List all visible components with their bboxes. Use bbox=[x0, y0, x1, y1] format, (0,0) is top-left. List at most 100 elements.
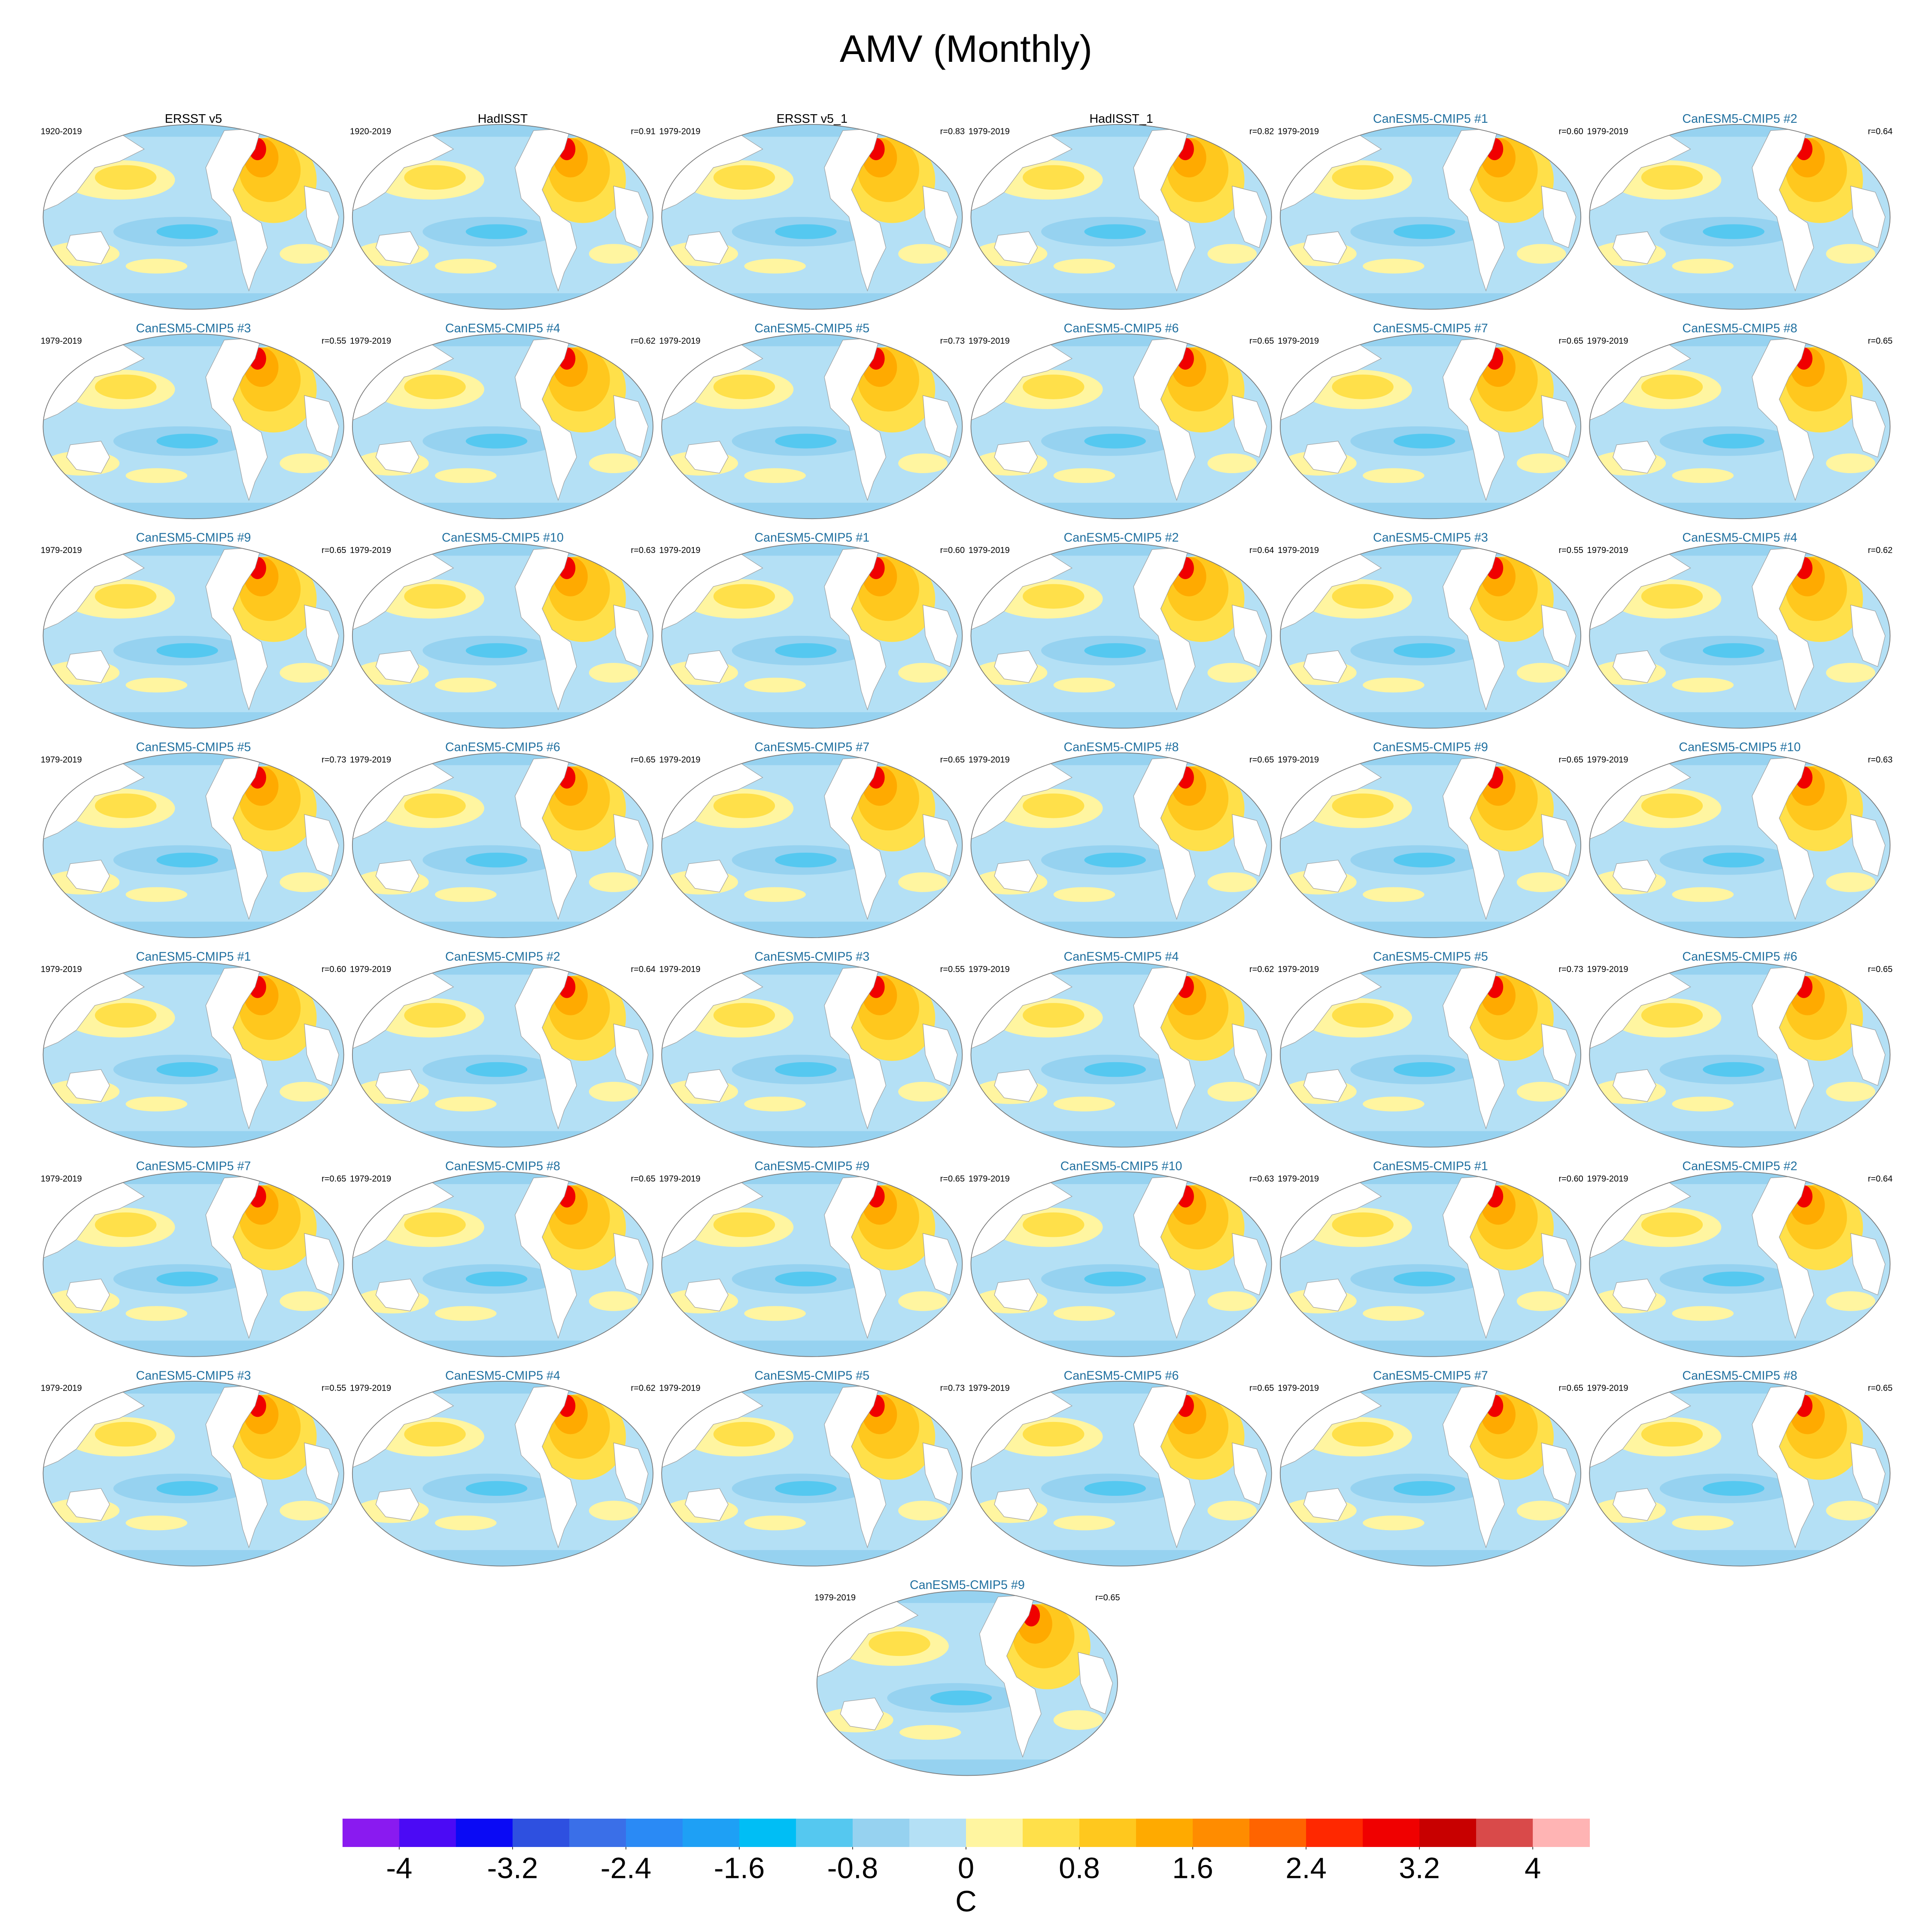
map bbox=[967, 121, 1272, 309]
panel: CanESM5-CMIP5 #5 1979-2019 r=0.73 bbox=[658, 322, 965, 519]
panel-title: CanESM5-CMIP5 #6 bbox=[1064, 322, 1179, 335]
panel-correlation: r=0.65 bbox=[1868, 336, 1893, 346]
map bbox=[813, 1587, 1118, 1775]
panel: CanESM5-CMIP5 #3 1979-2019 r=0.55 bbox=[1276, 531, 1583, 728]
panel: CanESM5-CMIP5 #2 1979-2019 r=0.64 bbox=[967, 531, 1274, 728]
panel: CanESM5-CMIP5 #9 1979-2019 r=0.65 bbox=[658, 1159, 965, 1356]
map bbox=[1276, 1378, 1581, 1566]
panel: ERSST v5 1920-2019 bbox=[39, 112, 344, 309]
map bbox=[39, 540, 344, 728]
panel-period: 1979-2019 bbox=[969, 755, 1010, 765]
panel-period: 1979-2019 bbox=[1278, 546, 1319, 555]
panel-period: 1979-2019 bbox=[350, 755, 391, 765]
panel: CanESM5-CMIP5 #2 1979-2019 r=0.64 bbox=[1586, 112, 1893, 309]
panel: ERSST v5_1 1979-2019 r=0.83 bbox=[658, 112, 965, 309]
panel-correlation: r=0.73 bbox=[940, 336, 965, 346]
map bbox=[349, 959, 653, 1147]
panel-correlation: r=0.65 bbox=[940, 755, 965, 765]
panel-correlation: r=0.65 bbox=[940, 1174, 965, 1184]
map bbox=[349, 1168, 653, 1357]
map bbox=[1586, 1168, 1890, 1357]
panel-period: 1979-2019 bbox=[969, 1174, 1010, 1184]
panel: CanESM5-CMIP5 #2 1979-2019 r=0.64 bbox=[349, 950, 656, 1147]
panel: CanESM5-CMIP5 #9 1979-2019 r=0.65 bbox=[39, 531, 346, 728]
map bbox=[1276, 1168, 1581, 1357]
map bbox=[349, 1378, 653, 1566]
colorbar-swatch bbox=[1023, 1818, 1080, 1847]
map bbox=[1276, 959, 1581, 1147]
panel-correlation: r=0.83 bbox=[940, 127, 965, 136]
map bbox=[39, 959, 344, 1147]
panel: CanESM5-CMIP5 #10 1979-2019 r=0.63 bbox=[967, 1159, 1274, 1356]
map bbox=[349, 330, 653, 519]
panel-period: 1979-2019 bbox=[659, 546, 700, 555]
panel: CanESM5-CMIP5 #10 1979-2019 r=0.63 bbox=[349, 531, 656, 728]
panel-title: CanESM5-CMIP5 #2 bbox=[445, 950, 560, 963]
colorbar-tick-label: 2.4 bbox=[1285, 1852, 1327, 1885]
panel-correlation: r=0.65 bbox=[1558, 336, 1583, 346]
map bbox=[1586, 1378, 1890, 1566]
panel-correlation: r=0.65 bbox=[1558, 755, 1583, 765]
panel-period: 1979-2019 bbox=[659, 336, 700, 346]
panel-title: CanESM5-CMIP5 #2 bbox=[1064, 531, 1179, 545]
panel-period: 1979-2019 bbox=[350, 336, 391, 346]
panel-correlation: r=0.62 bbox=[631, 1384, 656, 1393]
panel-correlation: r=0.55 bbox=[322, 1384, 346, 1393]
panel-title: CanESM5-CMIP5 #8 bbox=[1064, 741, 1179, 754]
map bbox=[39, 330, 344, 519]
colorbar-tick-label: 0.8 bbox=[1059, 1852, 1100, 1885]
panel-title: CanESM5-CMIP5 #3 bbox=[136, 322, 251, 335]
panel-correlation: r=0.65 bbox=[322, 546, 346, 555]
panel-period: 1979-2019 bbox=[41, 755, 82, 765]
panel-title: ERSST v5_1 bbox=[777, 112, 848, 126]
map bbox=[1586, 540, 1890, 728]
panel-correlation: r=0.65 bbox=[1249, 755, 1274, 765]
panel: CanESM5-CMIP5 #7 1979-2019 r=0.65 bbox=[1276, 1369, 1583, 1566]
panel: CanESM5-CMIP5 #8 1979-2019 r=0.65 bbox=[1586, 322, 1893, 519]
panel-title: CanESM5-CMIP5 #8 bbox=[1682, 1369, 1797, 1382]
panel-correlation: r=0.73 bbox=[940, 1384, 965, 1393]
panel: CanESM5-CMIP5 #1 1979-2019 r=0.60 bbox=[1276, 1159, 1583, 1356]
panel-title: CanESM5-CMIP5 #4 bbox=[1682, 531, 1797, 545]
colorbar-swatch bbox=[966, 1818, 1023, 1847]
panel: HadISST_1 1979-2019 r=0.82 bbox=[967, 112, 1274, 309]
panel-period: 1979-2019 bbox=[41, 336, 82, 346]
colorbar-swatch bbox=[1476, 1818, 1534, 1847]
panel-period: 1979-2019 bbox=[659, 965, 700, 974]
panel-correlation: r=0.65 bbox=[1249, 1384, 1274, 1393]
panel: CanESM5-CMIP5 #1 1979-2019 r=0.60 bbox=[1276, 112, 1583, 309]
map bbox=[1586, 121, 1890, 309]
panel-title: CanESM5-CMIP5 #1 bbox=[136, 950, 251, 963]
colorbar-tick-label: -2.4 bbox=[601, 1852, 652, 1885]
panel: CanESM5-CMIP5 #4 1979-2019 r=0.62 bbox=[967, 950, 1274, 1147]
colorbar-swatch bbox=[1079, 1818, 1136, 1847]
panel-title: CanESM5-CMIP5 #1 bbox=[1373, 1159, 1488, 1173]
panel-correlation: r=0.65 bbox=[1868, 965, 1893, 974]
map bbox=[39, 749, 344, 938]
panel-title: CanESM5-CMIP5 #7 bbox=[754, 741, 869, 754]
panel-period: 1979-2019 bbox=[969, 127, 1010, 136]
panel-title: CanESM5-CMIP5 #1 bbox=[754, 531, 869, 545]
panel-correlation: r=0.62 bbox=[631, 336, 656, 346]
panel-period: 1979-2019 bbox=[41, 546, 82, 555]
panel-title: CanESM5-CMIP5 #9 bbox=[754, 1159, 869, 1173]
colorbar-tick-label: 0 bbox=[958, 1852, 974, 1885]
panel-period: 1979-2019 bbox=[1587, 546, 1628, 555]
panel: CanESM5-CMIP5 #6 1979-2019 r=0.65 bbox=[967, 1369, 1274, 1566]
panel-correlation: r=0.64 bbox=[631, 965, 656, 974]
panel: CanESM5-CMIP5 #4 1979-2019 r=0.62 bbox=[349, 322, 656, 519]
panel: CanESM5-CMIP5 #6 1979-2019 r=0.65 bbox=[349, 741, 656, 938]
panel-title: CanESM5-CMIP5 #10 bbox=[442, 531, 564, 545]
panel: CanESM5-CMIP5 #7 1979-2019 r=0.65 bbox=[1276, 322, 1583, 519]
colorbar-swatch bbox=[399, 1818, 456, 1847]
panel: CanESM5-CMIP5 #9 1979-2019 r=0.65 bbox=[813, 1578, 1120, 1775]
panel-period: 1979-2019 bbox=[969, 965, 1010, 974]
panel-period: 1979-2019 bbox=[659, 1174, 700, 1184]
panel-correlation: r=0.65 bbox=[1095, 1593, 1120, 1603]
panel: CanESM5-CMIP5 #4 1979-2019 r=0.62 bbox=[1586, 531, 1893, 728]
panel: CanESM5-CMIP5 #2 1979-2019 r=0.64 bbox=[1586, 1159, 1893, 1356]
colorbar-swatch bbox=[1419, 1818, 1476, 1847]
map bbox=[349, 540, 653, 728]
